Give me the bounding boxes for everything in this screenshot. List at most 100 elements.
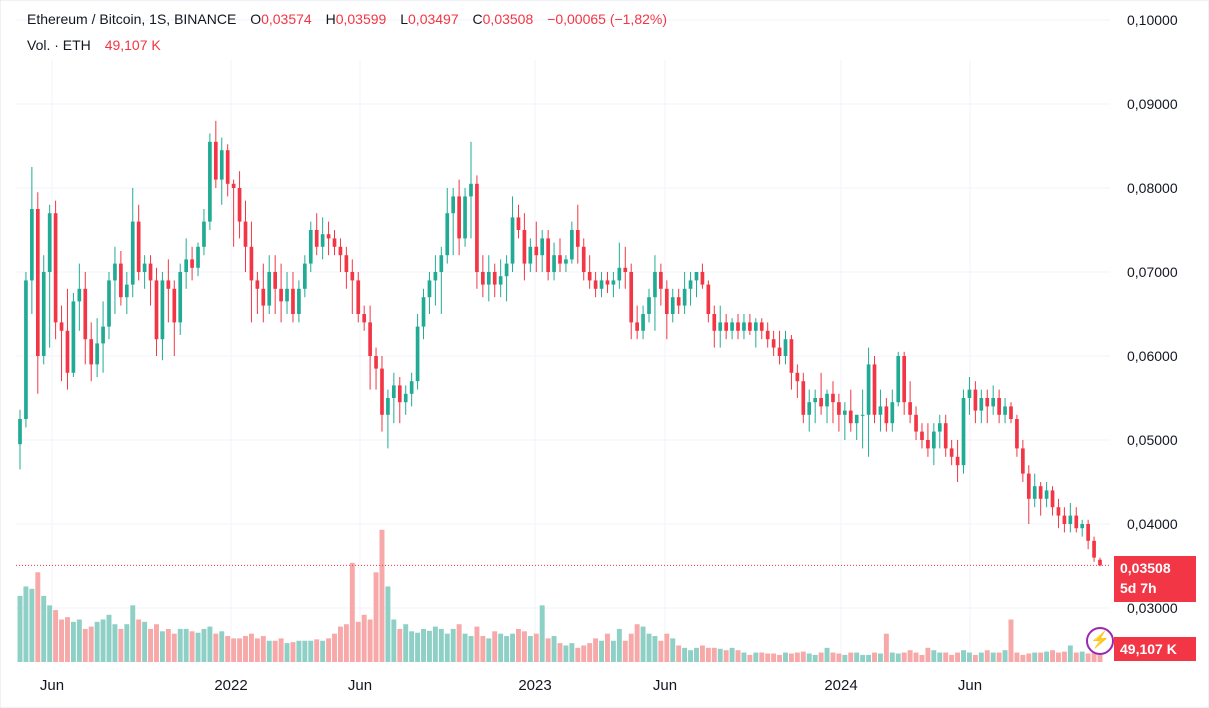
candle-body <box>231 183 236 188</box>
candle-body <box>659 272 663 289</box>
candle-body <box>694 272 699 281</box>
candle-body <box>510 217 515 264</box>
volume-bar <box>1067 645 1073 662</box>
volume-bar <box>895 653 901 662</box>
volume-bar <box>587 643 593 662</box>
volume-bar <box>65 617 70 662</box>
candle-body <box>789 339 794 373</box>
volume-bar <box>177 628 183 662</box>
volume-bar <box>248 633 254 662</box>
candle-body <box>397 385 402 403</box>
candle-body <box>575 230 580 247</box>
candle-body <box>202 221 206 247</box>
lightning-bolt-icon[interactable]: ⚡ <box>1086 627 1114 655</box>
candle-body <box>813 398 818 403</box>
volume-bar <box>664 633 670 662</box>
volume-bar <box>207 626 213 662</box>
volume-bar <box>901 652 907 662</box>
candle-body <box>344 255 349 272</box>
candle-body <box>65 330 70 373</box>
candle-body <box>611 280 616 285</box>
candle-body <box>178 272 183 323</box>
volume-bar <box>824 647 830 662</box>
volume-bar <box>765 653 771 662</box>
candle-body <box>119 263 123 298</box>
candle-body <box>955 456 960 466</box>
volume-bar <box>510 633 515 662</box>
candle-body <box>136 221 141 272</box>
volume-bar <box>557 643 563 662</box>
candle-body <box>932 431 936 449</box>
candle-body <box>848 410 853 424</box>
candle-body <box>326 234 331 239</box>
candle-body <box>166 280 171 289</box>
candle-body <box>492 272 497 285</box>
time-tick-label: Jun <box>653 677 677 694</box>
volume-bar <box>919 654 925 662</box>
candle-body <box>1098 559 1102 566</box>
candle-body <box>463 196 467 239</box>
volume-bar <box>978 652 984 662</box>
volume-bar <box>314 639 320 662</box>
candle-body <box>1056 507 1061 516</box>
volume-bar <box>1097 654 1103 662</box>
candle-body <box>801 381 806 415</box>
volume-bar <box>955 652 961 662</box>
volume-bar <box>593 638 599 662</box>
candle-body <box>30 209 34 281</box>
candle-body <box>872 364 877 415</box>
volume-bar <box>237 638 243 662</box>
candle-body <box>807 402 812 415</box>
candle-body <box>540 238 545 256</box>
candle-body <box>77 288 82 302</box>
candle-body <box>866 364 871 415</box>
volume-bar <box>931 650 937 662</box>
volume-bar <box>284 643 290 662</box>
volume-bar <box>616 628 622 662</box>
volume-bar <box>47 605 53 662</box>
volume-bar <box>527 636 533 662</box>
volume-label[interactable]: Vol. · ETH <box>27 37 91 53</box>
candle-body <box>332 238 337 247</box>
volume-bar <box>23 586 29 662</box>
volume-bar <box>1050 650 1055 662</box>
volume-bar <box>59 619 65 662</box>
volume-bar <box>82 628 88 662</box>
candle-body <box>724 322 728 331</box>
candle-body <box>368 322 372 356</box>
volume-bar <box>711 647 717 662</box>
candle-body <box>243 221 248 247</box>
candle-body <box>706 284 711 314</box>
candle-body <box>943 423 948 449</box>
price-tick-label: 0,07000 <box>1127 264 1178 280</box>
price-axis[interactable]: 0,10000 0,09000 0,08000 0,07000 0,06000 0,050… <box>1127 12 1178 616</box>
volume-bar <box>966 652 972 662</box>
candle-body <box>670 297 675 314</box>
candle-body <box>979 398 984 411</box>
volume-bar <box>682 647 688 662</box>
volume-bar <box>759 652 765 662</box>
volume-bar <box>610 640 616 662</box>
volume-bar <box>551 636 557 662</box>
candle-body <box>261 288 266 306</box>
volume-bar <box>1055 652 1061 662</box>
open-value: 0,03574 <box>261 11 312 27</box>
time-axis[interactable]: Jun 2022 Jun 2023 Jun 2024 Jun <box>40 677 982 694</box>
price-tick-label: 0,10000 <box>1127 12 1178 28</box>
candle-body <box>41 272 46 356</box>
volume-bar <box>397 628 403 662</box>
candle-body <box>392 385 396 398</box>
symbol-title[interactable]: Ethereum / Bitcoin, 1S, BINANCE <box>27 11 237 27</box>
volume-bar <box>1008 619 1014 662</box>
volume-bar <box>189 631 195 662</box>
volume-bar <box>456 624 462 662</box>
volume-bar <box>88 626 94 662</box>
candle-body <box>878 406 883 415</box>
candle-body <box>439 255 444 272</box>
volume-bar <box>634 624 640 662</box>
candle-body <box>225 150 230 184</box>
candle-body <box>593 280 598 289</box>
volume-bar <box>581 645 587 662</box>
